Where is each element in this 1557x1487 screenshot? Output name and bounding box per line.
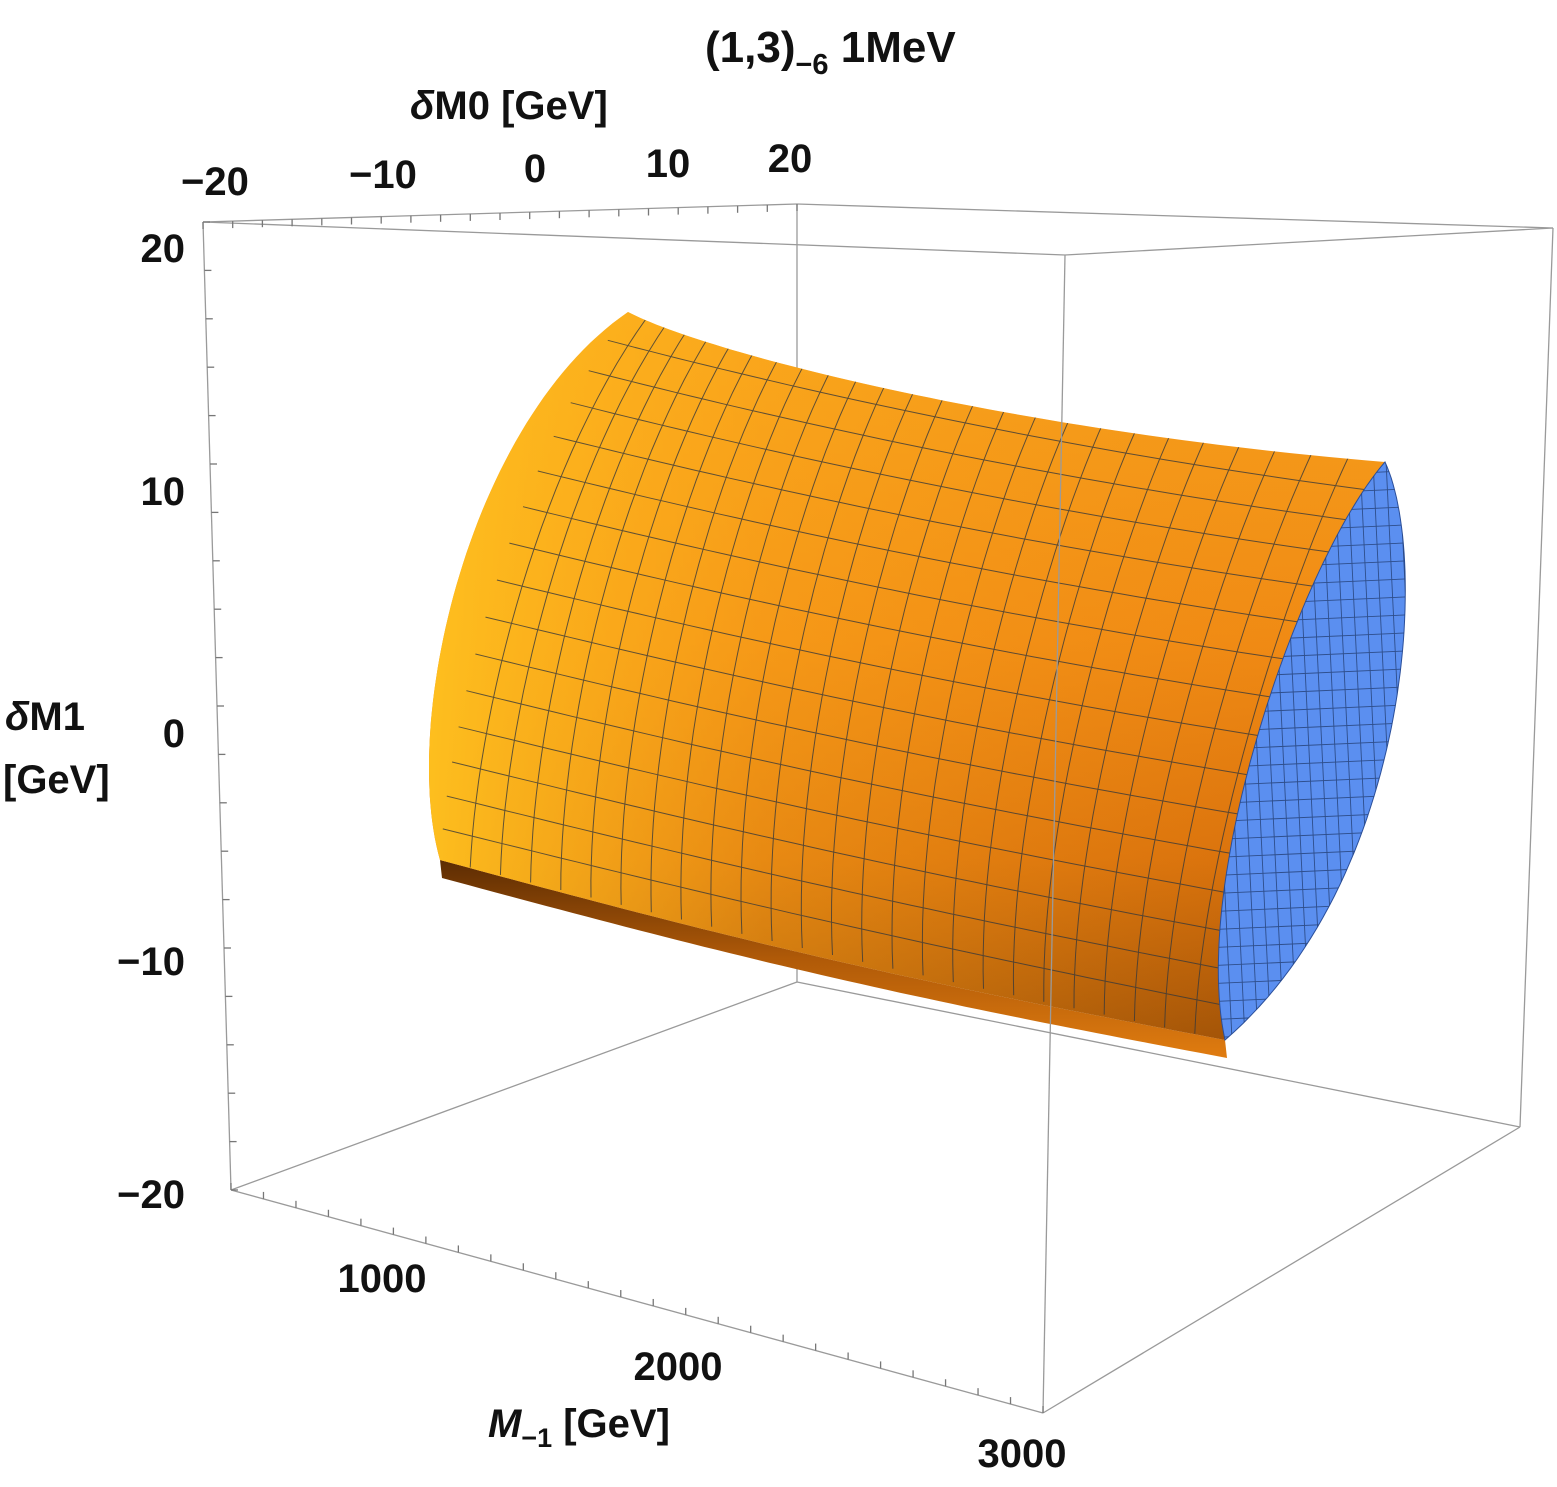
z-tick-label: 3000: [978, 1432, 1067, 1476]
z-tick-label: 2000: [634, 1345, 723, 1389]
x-axis-label: δM0 [GeV]: [410, 84, 608, 128]
tick-marks: [202, 204, 1044, 1413]
x-tick-label: 10: [646, 142, 691, 186]
bounding-box-front: [202, 221, 1554, 1414]
surface-tube: [429, 312, 1406, 1058]
y-tick-label: 20: [141, 227, 186, 271]
surface-underside: [440, 860, 1227, 1058]
z-axis-tick-labels: 1000 2000 3000: [338, 1257, 1067, 1476]
y-axis-label-line1: δM1: [5, 695, 85, 739]
y-axis-label-line2: [GeV]: [3, 758, 110, 802]
z-tick-label: 1000: [338, 1257, 427, 1301]
x-tick-label: 20: [768, 137, 813, 181]
z-axis-label: M−1 [GeV]: [488, 1402, 670, 1453]
y-tick-label: −10: [117, 940, 185, 984]
y-axis-tick-labels: 20 10 0 −10 −20: [117, 227, 185, 1217]
x-axis-tick-labels: −20 −10 0 10 20: [181, 137, 812, 204]
x-tick-label: 0: [524, 147, 546, 191]
x-tick-label: −10: [349, 153, 417, 197]
surface-mesh: [442, 316, 1372, 1034]
y-tick-label: 10: [141, 470, 186, 514]
x-tick-label: −20: [181, 160, 249, 204]
y-tick-label: 0: [163, 712, 185, 756]
y-tick-label: −20: [117, 1173, 185, 1217]
chart-title: (1,3)−6 1MeV: [705, 23, 956, 81]
